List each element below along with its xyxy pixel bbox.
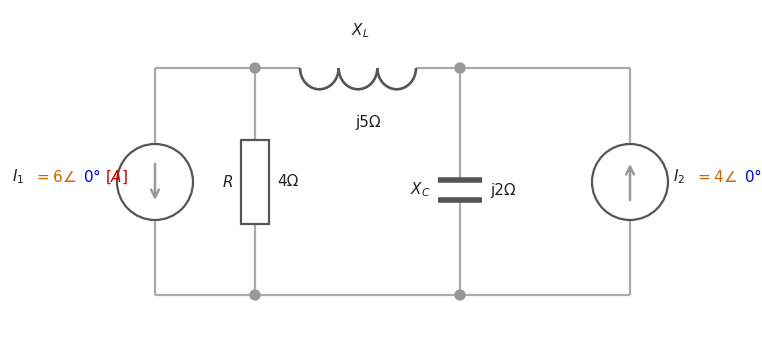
Circle shape (455, 290, 465, 300)
Text: $I_1$: $I_1$ (12, 168, 24, 186)
Circle shape (117, 144, 193, 220)
Circle shape (250, 290, 260, 300)
Text: $= 6\angle$: $= 6\angle$ (34, 169, 76, 185)
Text: j5Ω: j5Ω (355, 116, 381, 131)
Text: 4Ω: 4Ω (277, 174, 299, 189)
Text: $I_2$: $I_2$ (673, 168, 685, 186)
Text: $[A]$: $[A]$ (105, 168, 128, 186)
Bar (241, 140, 269, 224)
Text: $= 4\angle$: $= 4\angle$ (695, 169, 738, 185)
Circle shape (250, 63, 260, 73)
Text: $X_C$: $X_C$ (409, 181, 430, 199)
Text: $0°$: $0°$ (744, 169, 762, 186)
Circle shape (455, 63, 465, 73)
Text: $X_L$: $X_L$ (351, 21, 370, 40)
Text: $R$: $R$ (222, 174, 233, 190)
Circle shape (592, 144, 668, 220)
Text: $0°$: $0°$ (83, 169, 101, 186)
Text: j2Ω: j2Ω (490, 183, 516, 198)
